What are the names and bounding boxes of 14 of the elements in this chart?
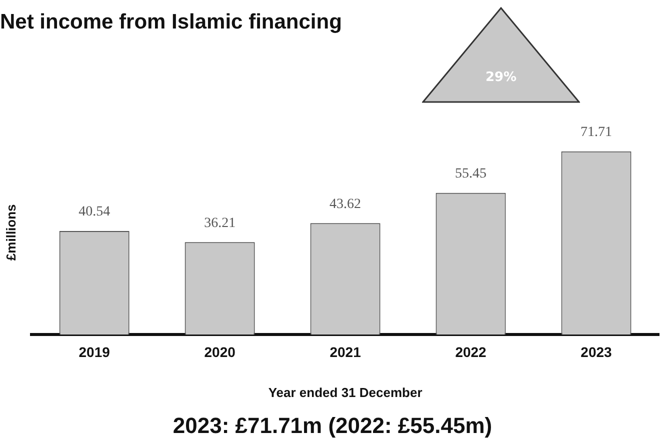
chart-title: Net income from Islamic financing: [0, 10, 342, 34]
x-tick-label: 2020: [204, 344, 236, 360]
x-axis-title: Year ended 31 December: [268, 384, 422, 400]
data-label: 55.45: [455, 166, 487, 182]
x-tick-label: 2023: [580, 344, 612, 360]
y-axis-title: £millions: [3, 204, 18, 261]
data-label: 36.21: [204, 216, 236, 231]
x-tick-label: 2021: [330, 344, 362, 360]
data-label: 71.71: [580, 125, 612, 140]
data-label: 43.62: [330, 196, 362, 212]
x-tick-label: 2022: [455, 344, 487, 360]
data-label: 40.54: [78, 204, 110, 220]
text: 2023: £71.71m (2022: £55.45m): [172, 413, 494, 439]
x-tick-label: 2019: [78, 344, 110, 360]
